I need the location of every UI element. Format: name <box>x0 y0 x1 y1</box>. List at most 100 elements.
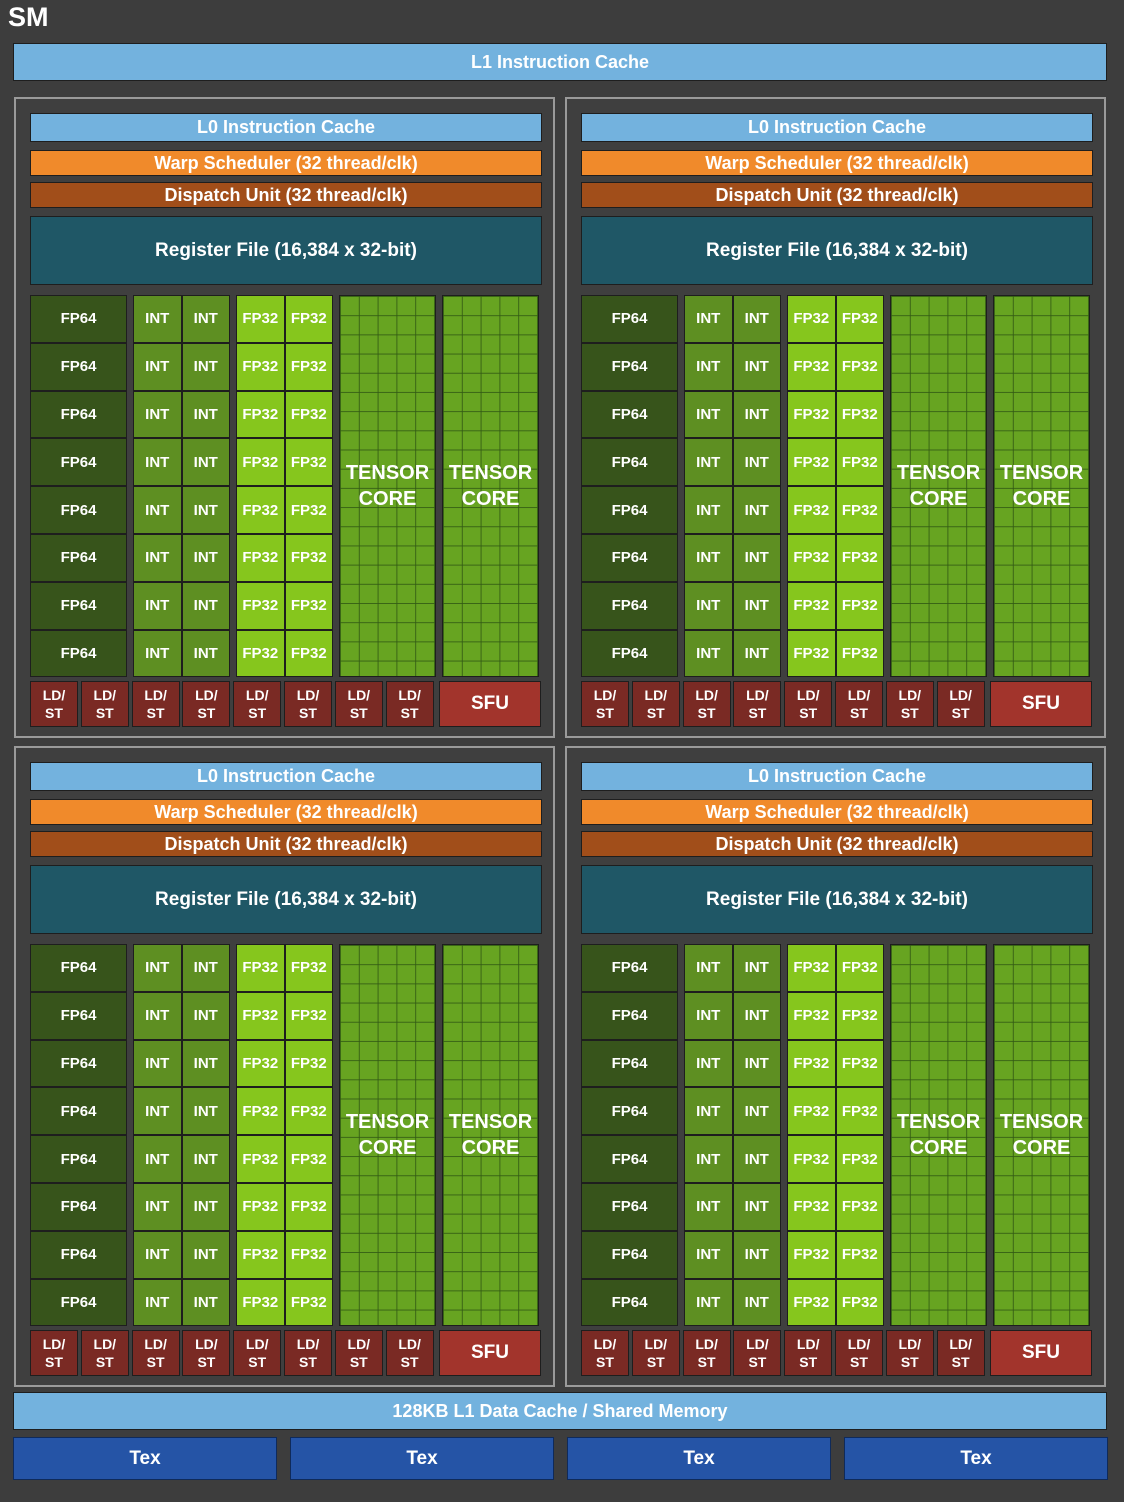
int-unit: INT <box>684 342 733 391</box>
int-unit: INT <box>181 1135 230 1183</box>
l0-instruction-cache: L0 Instruction Cache <box>581 113 1093 142</box>
l0-instruction-cache: L0 Instruction Cache <box>581 762 1093 791</box>
tensor-label-line1: TENSOR <box>448 462 533 485</box>
tensor-label-line1: TENSOR <box>345 462 430 485</box>
ld-st-line2: ST <box>596 1354 614 1371</box>
ld-st-line1: LD/ <box>949 1336 972 1353</box>
fp32-unit: FP32 <box>787 581 836 630</box>
fp32-unit: FP32 <box>787 534 836 582</box>
tensor-core-label: TENSOR CORE <box>1000 460 1083 512</box>
ld-st-unit: LD/ST <box>936 1330 985 1377</box>
ld-st-line2: ST <box>400 1354 419 1371</box>
int-unit: INT <box>181 1087 230 1136</box>
int-unit: INT <box>181 438 230 487</box>
fp32-unit: FP32 <box>236 1183 285 1231</box>
int-unit: INT <box>181 486 230 534</box>
int-unit: INT <box>684 1278 733 1327</box>
ld-st-line2: ST <box>349 705 368 722</box>
int-unit: INT <box>133 944 182 992</box>
ld-st-line2: ST <box>596 705 614 722</box>
fp32-unit: FP32 <box>236 534 285 582</box>
processing-block: L0 Instruction Cache Warp Scheduler (32 t… <box>14 746 555 1387</box>
fp32-unit: FP32 <box>236 581 285 630</box>
tensor-label-line2: CORE <box>358 1137 417 1160</box>
warp-scheduler: Warp Scheduler (32 thread/clk) <box>30 799 542 825</box>
register-file: Register File (16,384 x 32-bit) <box>30 216 542 285</box>
tensor-core-label: TENSOR CORE <box>346 460 429 512</box>
fp32-unit: FP32 <box>284 390 333 439</box>
tensor-core: TENSOR CORE <box>442 295 539 678</box>
ld-st-unit: LD/ST <box>885 681 934 728</box>
int-unit: INT <box>133 1039 182 1088</box>
ld-st-line2: ST <box>850 705 868 722</box>
fp32-unit: FP32 <box>236 629 285 678</box>
fp32-unit: FP32 <box>835 342 884 391</box>
fp64-unit: FP64 <box>30 438 127 487</box>
ld-st-line2: ST <box>951 705 970 722</box>
ld-st-line1: LD/ <box>746 687 769 704</box>
tensor-label-line2: CORE <box>461 1137 520 1160</box>
fp32-unit: FP32 <box>787 629 836 678</box>
ld-st-line2: ST <box>697 705 716 722</box>
fp32-unit: FP32 <box>835 1183 884 1231</box>
fp32-unit: FP32 <box>284 944 333 992</box>
int-unit: INT <box>133 534 182 582</box>
int-unit: INT <box>181 629 230 678</box>
register-file: Register File (16,384 x 32-bit) <box>30 865 542 934</box>
sfu-unit: SFU <box>990 681 1092 728</box>
int-unit: INT <box>732 1183 781 1231</box>
tensor-core-label: TENSOR CORE <box>346 1109 429 1161</box>
tensor-label-line1: TENSOR <box>999 462 1084 485</box>
sm-title: SM <box>8 2 49 32</box>
ld-st-line2: ST <box>45 705 63 722</box>
int-unit: INT <box>732 1230 781 1279</box>
ld-st-unit: LD/ST <box>131 681 180 728</box>
tensor-label-line1: TENSOR <box>896 462 981 485</box>
int-unit: INT <box>684 1087 733 1136</box>
fp32-unit: FP32 <box>835 295 884 343</box>
ld-st-line1: LD/ <box>644 1336 668 1353</box>
ld-st-unit: LD/ST <box>334 1330 383 1377</box>
fp64-unit: FP64 <box>30 1087 127 1136</box>
fp32-unit: FP32 <box>284 534 333 582</box>
int-unit: INT <box>133 1135 182 1183</box>
fp64-unit: FP64 <box>581 1039 678 1088</box>
fp64-unit: FP64 <box>581 438 678 487</box>
fp32-unit: FP32 <box>236 295 285 343</box>
ld-st-line2: ST <box>400 705 419 722</box>
int-unit: INT <box>181 390 230 439</box>
ld-st-line2: ST <box>646 1354 665 1371</box>
fp64-unit: FP64 <box>581 295 678 343</box>
ld-st-line2: ST <box>45 1354 63 1371</box>
fp64-unit: FP64 <box>581 1135 678 1183</box>
processing-block: L0 Instruction Cache Warp Scheduler (32 t… <box>14 97 555 738</box>
ld-st-line2: ST <box>248 705 267 722</box>
ld-st-line1: LD/ <box>593 1336 617 1353</box>
ld-st-unit: LD/ST <box>581 681 629 728</box>
fp32-unit: FP32 <box>787 1135 836 1183</box>
ld-st-unit: LD/ST <box>334 681 383 728</box>
fp64-unit: FP64 <box>30 581 127 630</box>
fp32-unit: FP32 <box>284 295 333 343</box>
fp32-unit: FP32 <box>236 342 285 391</box>
int-unit: INT <box>684 1183 733 1231</box>
int-unit: INT <box>181 944 230 992</box>
tensor-core: TENSOR CORE <box>339 295 436 678</box>
fp64-unit: FP64 <box>30 1278 127 1327</box>
fp64-unit: FP64 <box>581 390 678 439</box>
fp32-unit: FP32 <box>284 1087 333 1136</box>
fp32-unit: FP32 <box>835 534 884 582</box>
fp32-unit: FP32 <box>835 629 884 678</box>
sfu-unit: SFU <box>990 1330 1092 1377</box>
ld-st-line2: ST <box>748 705 767 722</box>
int-unit: INT <box>133 1087 182 1136</box>
ld-st-unit: LD/ST <box>385 681 434 728</box>
ld-st-unit: LD/ST <box>30 1330 78 1377</box>
l0-instruction-cache: L0 Instruction Cache <box>30 762 542 791</box>
fp32-unit: FP32 <box>236 944 285 992</box>
fp64-unit: FP64 <box>581 534 678 582</box>
ld-st-line2: ST <box>850 1354 868 1371</box>
tensor-label-line2: CORE <box>358 488 417 511</box>
fp32-unit: FP32 <box>835 581 884 630</box>
ld-st-line1: LD/ <box>898 687 922 704</box>
